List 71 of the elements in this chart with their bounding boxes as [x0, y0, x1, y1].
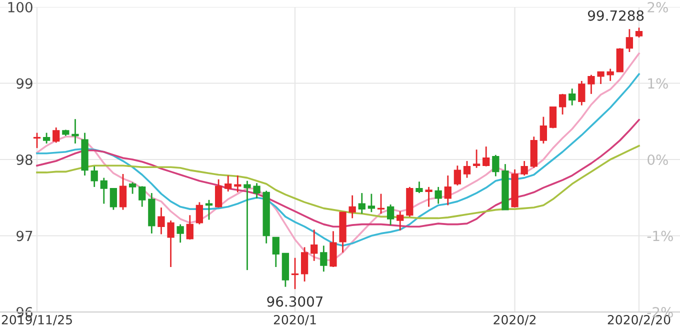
annotation: 99.7288 — [588, 10, 644, 21]
candlestick — [42, 132, 50, 144]
annotation: 96.3007 — [267, 296, 323, 307]
candlestick — [272, 236, 280, 268]
line-series — [36, 144, 640, 220]
y2-tick-label: -1% — [647, 230, 673, 242]
candlestick — [616, 47, 624, 73]
candlestick — [158, 206, 165, 235]
x-tick-label: 2020/2 — [494, 315, 536, 326]
y-tick-label: 100 — [8, 2, 32, 12]
candlestick — [588, 74, 595, 95]
candlestick — [100, 177, 108, 204]
candlestick — [90, 166, 98, 188]
candlestick — [454, 164, 462, 186]
y-tick-label: 98 — [16, 154, 32, 165]
candlestick — [492, 154, 500, 177]
candlestick — [119, 173, 127, 211]
candlestick — [214, 178, 222, 208]
candlestick — [568, 88, 576, 106]
candlestick — [358, 192, 366, 214]
candlestick — [244, 180, 251, 271]
candlestick — [396, 210, 404, 232]
candlestick — [549, 106, 557, 129]
candlestick — [291, 257, 299, 290]
candlestick — [300, 246, 308, 282]
candlestick — [234, 174, 242, 193]
candlestick — [578, 80, 586, 106]
candlestick — [482, 146, 490, 168]
candlestick — [52, 126, 60, 144]
candlestick — [196, 202, 204, 226]
candlestick — [310, 228, 318, 262]
candlestick — [635, 26, 643, 38]
candlestick — [348, 194, 356, 219]
x-tick-label: 2020/1 — [274, 315, 316, 326]
candlestick — [320, 244, 328, 272]
candlestick — [540, 116, 548, 144]
candlestick — [176, 224, 184, 244]
y-tick-label: 97 — [16, 230, 32, 242]
y-tick-label: 99 — [16, 78, 32, 89]
candlestick — [167, 220, 174, 268]
candlestick — [558, 93, 566, 116]
candlestick — [138, 185, 146, 208]
y2-tick-label: -2% — [647, 306, 673, 318]
candlestick — [434, 186, 442, 204]
line-series — [36, 118, 640, 228]
x-tick-label: 2020/2/20 — [608, 315, 670, 326]
candlestick — [72, 118, 79, 144]
candlestick — [330, 230, 337, 268]
candlestick — [606, 68, 614, 82]
candlestick — [368, 193, 376, 213]
candlestick — [186, 214, 194, 240]
candlestick — [224, 174, 232, 192]
candlestick — [110, 188, 118, 211]
candlestick — [128, 182, 136, 195]
y2-tick-label: 2% — [648, 2, 668, 12]
candlestick — [472, 148, 480, 169]
candlestick — [425, 186, 432, 208]
candlestick — [33, 132, 41, 149]
candlestick — [626, 28, 634, 53]
candlestick — [597, 71, 604, 85]
y2-tick-label: 0% — [648, 154, 668, 165]
candlestick — [377, 193, 385, 214]
candlestick — [386, 204, 394, 226]
y2-tick-label: 1% — [648, 78, 668, 89]
candlestick — [520, 160, 528, 176]
line-series — [36, 73, 640, 247]
candlestick — [416, 180, 423, 194]
x-tick-label: 2019/11/25 — [2, 315, 72, 326]
candlestick — [253, 182, 260, 200]
candlestick — [463, 160, 471, 178]
candlestick — [444, 174, 452, 206]
